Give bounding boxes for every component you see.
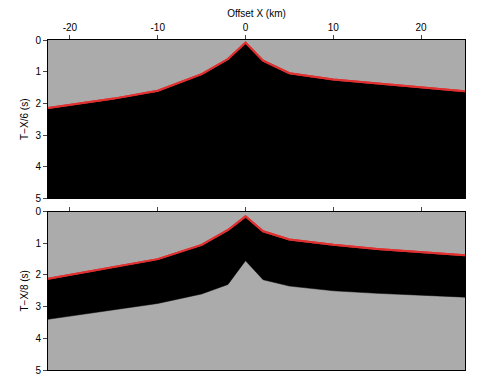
svg-text:2: 2: [35, 269, 41, 280]
svg-text:0: 0: [35, 35, 41, 46]
svg-text:5: 5: [35, 365, 41, 376]
svg-text:-20: -20: [63, 22, 78, 33]
svg-text:3: 3: [35, 130, 41, 141]
svg-text:-10: -10: [151, 22, 166, 33]
svg-text:3: 3: [35, 301, 41, 312]
svg-text:0: 0: [243, 22, 249, 33]
svg-text:2: 2: [35, 98, 41, 109]
svg-text:5: 5: [35, 193, 41, 204]
svg-text:T−X/6 (s): T−X/6 (s): [19, 98, 30, 139]
svg-text:20: 20: [416, 22, 428, 33]
svg-text:10: 10: [328, 22, 340, 33]
svg-text:Offset X (km): Offset X (km): [227, 8, 286, 19]
svg-text:T−X/8 (s): T−X/8 (s): [19, 270, 30, 311]
svg-text:4: 4: [35, 161, 41, 172]
svg-text:4: 4: [35, 333, 41, 344]
svg-text:0: 0: [35, 206, 41, 217]
svg-text:1: 1: [35, 66, 41, 77]
svg-text:1: 1: [35, 238, 41, 249]
